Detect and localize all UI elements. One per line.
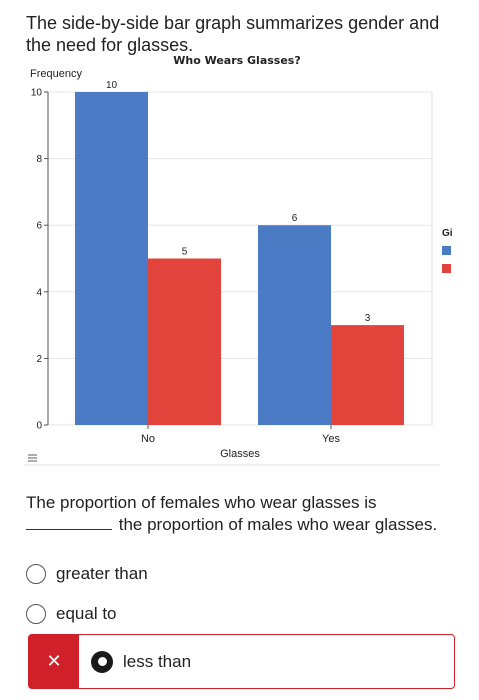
bar-chart: Who Wears Glasses? Frequency 0 2 4 6 8 10 10 5 No 6… (22, 50, 462, 470)
bar-data-label: 3 (365, 313, 371, 324)
radio-button-icon[interactable] (26, 564, 46, 584)
y-tick-label: 8 (36, 154, 42, 165)
legend-swatch (442, 246, 451, 255)
question-title: The side-by-side bar graph summarizes ge… (26, 13, 440, 55)
x-axis-label: Glasses (220, 448, 260, 460)
answer-blank (26, 515, 112, 530)
prompt-text: The proportion of females who wear glass… (26, 493, 377, 512)
bar-data-label: 10 (106, 80, 118, 91)
y-axis-label: Frequency (30, 68, 82, 80)
bar (331, 325, 404, 425)
legend-title: Gi (442, 228, 453, 239)
option-less-than-selected[interactable]: ✕ less than (28, 634, 455, 689)
prompt-text-2: the proportion of males who wear glasses… (118, 515, 438, 534)
y-tick-label: 4 (36, 287, 42, 298)
option-label: less than (123, 651, 192, 671)
incorrect-icon: ✕ (29, 635, 79, 688)
x-tick-label: Yes (322, 433, 340, 445)
bar-chart-svg: Who Wears Glasses? Frequency 0 2 4 6 8 10 10 5 No 6… (24, 54, 453, 466)
bar (148, 258, 221, 425)
option-greater-than[interactable]: greater than (26, 564, 148, 584)
y-tick-label: 6 (36, 221, 42, 232)
radio-button-icon[interactable] (26, 604, 46, 624)
bar-data-label: 6 (292, 213, 298, 224)
y-tick-label: 2 (36, 354, 42, 365)
radio-selected-icon[interactable] (91, 650, 113, 673)
option-label: equal to (56, 604, 117, 623)
y-tick-label: 0 (36, 421, 42, 432)
legend-swatch (442, 264, 451, 273)
bar (75, 92, 148, 425)
y-tick-label: 10 (31, 88, 43, 99)
chart-title: Who Wears Glasses? (173, 54, 300, 67)
x-tick-label: No (141, 433, 155, 445)
bar (258, 225, 331, 425)
question-prompt: The proportion of females who wear glass… (26, 492, 466, 536)
bar-data-label: 5 (182, 247, 188, 258)
option-label: greater than (56, 564, 148, 583)
option-equal-to[interactable]: equal to (26, 604, 117, 624)
